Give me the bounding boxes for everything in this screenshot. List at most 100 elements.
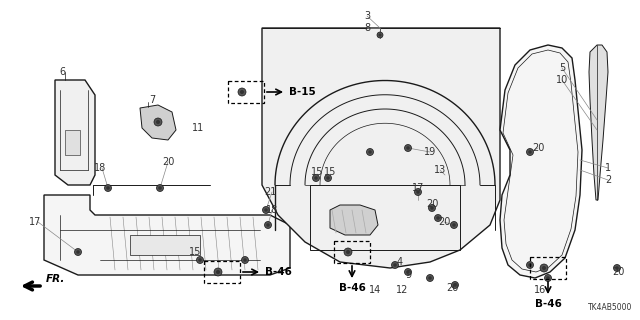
- Circle shape: [547, 276, 550, 280]
- Circle shape: [264, 221, 271, 228]
- Circle shape: [238, 88, 246, 96]
- Text: 20: 20: [162, 157, 174, 167]
- Circle shape: [76, 250, 80, 254]
- Text: 13: 13: [434, 165, 446, 175]
- Circle shape: [344, 248, 352, 256]
- Text: 20: 20: [532, 143, 544, 153]
- Circle shape: [266, 223, 269, 227]
- Circle shape: [74, 249, 81, 255]
- Circle shape: [156, 120, 160, 124]
- Text: 11: 11: [192, 123, 204, 133]
- Circle shape: [240, 90, 244, 94]
- Circle shape: [416, 190, 420, 194]
- Circle shape: [393, 263, 397, 267]
- Circle shape: [198, 258, 202, 262]
- Circle shape: [154, 118, 162, 126]
- Text: 15: 15: [324, 167, 336, 177]
- Text: 14: 14: [369, 285, 381, 295]
- Circle shape: [406, 270, 410, 274]
- Text: 1: 1: [605, 163, 611, 173]
- Text: 19: 19: [424, 147, 436, 157]
- Polygon shape: [130, 235, 200, 255]
- Text: TK4AB5000: TK4AB5000: [588, 303, 632, 312]
- Circle shape: [262, 206, 269, 213]
- Circle shape: [451, 221, 458, 228]
- Circle shape: [392, 261, 399, 268]
- Circle shape: [264, 208, 268, 212]
- Text: B-15: B-15: [289, 87, 316, 97]
- Circle shape: [528, 150, 532, 154]
- Circle shape: [545, 275, 552, 282]
- Circle shape: [615, 266, 619, 270]
- Circle shape: [436, 216, 440, 220]
- Circle shape: [426, 275, 433, 282]
- Circle shape: [314, 176, 317, 180]
- Text: B-46: B-46: [339, 283, 365, 293]
- Text: 9: 9: [405, 270, 411, 280]
- Polygon shape: [330, 205, 378, 235]
- Circle shape: [377, 32, 383, 38]
- Text: 2: 2: [605, 175, 611, 185]
- Circle shape: [368, 150, 372, 154]
- Polygon shape: [500, 45, 582, 278]
- Circle shape: [312, 174, 319, 181]
- Polygon shape: [262, 28, 500, 268]
- Circle shape: [326, 176, 330, 180]
- Circle shape: [435, 214, 442, 221]
- Circle shape: [378, 34, 381, 36]
- Circle shape: [214, 268, 222, 276]
- Text: 17: 17: [412, 183, 424, 193]
- Text: 5: 5: [559, 63, 565, 73]
- Circle shape: [367, 148, 374, 156]
- Circle shape: [346, 250, 350, 254]
- Circle shape: [527, 261, 534, 268]
- Text: 7: 7: [149, 95, 155, 105]
- Circle shape: [527, 148, 534, 156]
- Text: 17: 17: [29, 217, 41, 227]
- Circle shape: [542, 266, 546, 270]
- Circle shape: [406, 146, 410, 150]
- Circle shape: [614, 265, 621, 271]
- Text: 18: 18: [94, 163, 106, 173]
- Circle shape: [428, 276, 432, 280]
- Circle shape: [216, 270, 220, 274]
- Circle shape: [451, 282, 458, 289]
- Circle shape: [453, 283, 457, 287]
- Text: 15: 15: [311, 167, 323, 177]
- Circle shape: [157, 185, 163, 191]
- Text: 3: 3: [364, 11, 370, 21]
- Polygon shape: [140, 105, 176, 140]
- Circle shape: [196, 257, 204, 263]
- Text: 20: 20: [438, 217, 450, 227]
- Text: 8: 8: [364, 23, 370, 33]
- Polygon shape: [589, 45, 608, 200]
- Text: 20: 20: [446, 283, 458, 293]
- Text: FR.: FR.: [46, 274, 65, 284]
- Text: B-46: B-46: [534, 299, 561, 309]
- Circle shape: [430, 206, 434, 210]
- Circle shape: [429, 204, 435, 212]
- Circle shape: [528, 263, 532, 267]
- Circle shape: [243, 258, 247, 262]
- Text: 21: 21: [264, 187, 276, 197]
- Text: 18: 18: [266, 205, 278, 215]
- Polygon shape: [55, 80, 95, 185]
- Circle shape: [324, 174, 332, 181]
- Text: 6: 6: [59, 67, 65, 77]
- Polygon shape: [65, 130, 80, 155]
- Circle shape: [404, 145, 412, 151]
- Circle shape: [452, 223, 456, 227]
- Text: 10: 10: [556, 75, 568, 85]
- Circle shape: [106, 186, 109, 190]
- Circle shape: [241, 257, 248, 263]
- Text: 20: 20: [612, 267, 624, 277]
- Text: 15: 15: [189, 247, 201, 257]
- Circle shape: [540, 264, 548, 272]
- Polygon shape: [44, 195, 290, 275]
- Circle shape: [104, 185, 111, 191]
- Text: 20: 20: [426, 199, 438, 209]
- Circle shape: [404, 268, 412, 276]
- Circle shape: [158, 186, 162, 190]
- Text: 16: 16: [534, 285, 546, 295]
- Circle shape: [415, 188, 422, 196]
